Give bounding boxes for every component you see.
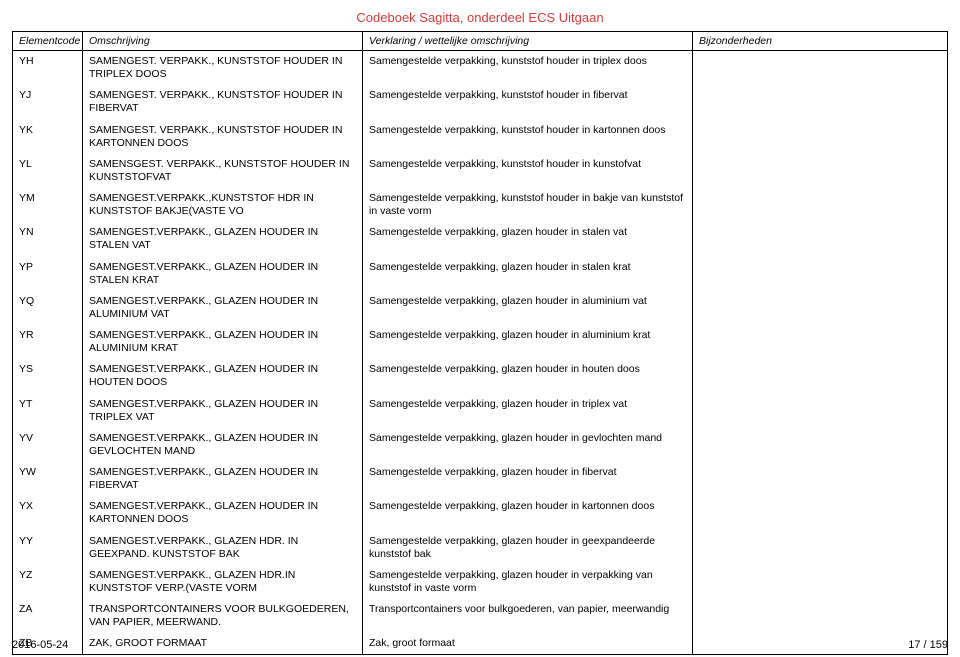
page-footer: 2016-05-24 17 / 159 — [12, 639, 948, 651]
cell-omschrijving: SAMENGEST.VERPAKK., GLAZEN HOUDER IN ALU… — [83, 291, 363, 325]
cell-elementcode: YW — [13, 462, 83, 496]
cell-bijzonderheden — [693, 359, 948, 393]
cell-elementcode: YX — [13, 496, 83, 530]
cell-elementcode: YV — [13, 428, 83, 462]
page: Codeboek Sagitta, onderdeel ECS Uitgaan … — [0, 0, 960, 657]
cell-bijzonderheden — [693, 85, 948, 119]
cell-omschrijving: SAMENGEST.VERPAKK., GLAZEN HDR. IN GEEXP… — [83, 531, 363, 565]
cell-omschrijving: SAMENGEST. VERPAKK., KUNSTSTOF HOUDER IN… — [83, 85, 363, 119]
cell-elementcode: YN — [13, 222, 83, 256]
document-title: Codeboek Sagitta, onderdeel ECS Uitgaan — [12, 10, 948, 25]
cell-omschrijving: SAMENGEST.VERPAKK., GLAZEN HOUDER IN STA… — [83, 257, 363, 291]
cell-omschrijving: TRANSPORTCONTAINERS VOOR BULKGOEDEREN, V… — [83, 599, 363, 633]
col-header-bijzonderheden: Bijzonderheden — [693, 32, 948, 51]
table-row: YNSAMENGEST.VERPAKK., GLAZEN HOUDER IN S… — [13, 222, 948, 256]
table-row: YSSAMENGEST.VERPAKK., GLAZEN HOUDER IN H… — [13, 359, 948, 393]
footer-page: 17 / 159 — [908, 639, 948, 651]
cell-verklaring: Samengestelde verpakking, glazen houder … — [363, 359, 693, 393]
table-row: YMSAMENGEST.VERPAKK.,KUNSTSTOF HDR IN KU… — [13, 188, 948, 222]
cell-bijzonderheden — [693, 154, 948, 188]
cell-bijzonderheden — [693, 222, 948, 256]
cell-verklaring: Samengestelde verpakking, glazen houder … — [363, 496, 693, 530]
cell-verklaring: Samengestelde verpakking, glazen houder … — [363, 257, 693, 291]
table-row: YLSAMENSGEST. VERPAKK., KUNSTSTOF HOUDER… — [13, 154, 948, 188]
cell-omschrijving: SAMENGEST. VERPAKK., KUNSTSTOF HOUDER IN… — [83, 120, 363, 154]
cell-bijzonderheden — [693, 257, 948, 291]
cell-bijzonderheden — [693, 394, 948, 428]
col-header-omschrijving: Omschrijving — [83, 32, 363, 51]
cell-elementcode: YM — [13, 188, 83, 222]
cell-bijzonderheden — [693, 565, 948, 599]
cell-elementcode: YR — [13, 325, 83, 359]
cell-bijzonderheden — [693, 428, 948, 462]
cell-verklaring: Samengestelde verpakking, glazen houder … — [363, 565, 693, 599]
cell-bijzonderheden — [693, 188, 948, 222]
col-header-verklaring: Verklaring / wettelijke omschrijving — [363, 32, 693, 51]
cell-elementcode: YT — [13, 394, 83, 428]
cell-verklaring: Samengestelde verpakking, kunststof houd… — [363, 51, 693, 86]
cell-bijzonderheden — [693, 291, 948, 325]
cell-bijzonderheden — [693, 120, 948, 154]
cell-verklaring: Samengestelde verpakking, glazen houder … — [363, 291, 693, 325]
table-row: YQSAMENGEST.VERPAKK., GLAZEN HOUDER IN A… — [13, 291, 948, 325]
table-row: YWSAMENGEST.VERPAKK., GLAZEN HOUDER IN F… — [13, 462, 948, 496]
cell-bijzonderheden — [693, 462, 948, 496]
table-row: YXSAMENGEST.VERPAKK., GLAZEN HOUDER IN K… — [13, 496, 948, 530]
table-row: YYSAMENGEST.VERPAKK., GLAZEN HDR. IN GEE… — [13, 531, 948, 565]
cell-omschrijving: SAMENGEST.VERPAKK., GLAZEN HOUDER IN GEV… — [83, 428, 363, 462]
cell-verklaring: Samengestelde verpakking, kunststof houd… — [363, 188, 693, 222]
cell-bijzonderheden — [693, 325, 948, 359]
table-row: YJSAMENGEST. VERPAKK., KUNSTSTOF HOUDER … — [13, 85, 948, 119]
col-header-elementcode: Elementcode — [13, 32, 83, 51]
cell-bijzonderheden — [693, 51, 948, 86]
table-row: YPSAMENGEST.VERPAKK., GLAZEN HOUDER IN S… — [13, 257, 948, 291]
cell-omschrijving: SAMENGEST.VERPAKK., GLAZEN HOUDER IN ALU… — [83, 325, 363, 359]
footer-date: 2016-05-24 — [12, 639, 68, 651]
cell-verklaring: Samengestelde verpakking, kunststof houd… — [363, 85, 693, 119]
table-row: YTSAMENGEST.VERPAKK., GLAZEN HOUDER IN T… — [13, 394, 948, 428]
cell-verklaring: Samengestelde verpakking, glazen houder … — [363, 462, 693, 496]
cell-omschrijving: SAMENGEST.VERPAKK., GLAZEN HDR.IN KUNSTS… — [83, 565, 363, 599]
cell-omschrijving: SAMENGEST.VERPAKK., GLAZEN HOUDER IN FIB… — [83, 462, 363, 496]
cell-verklaring: Samengestelde verpakking, kunststof houd… — [363, 154, 693, 188]
cell-bijzonderheden — [693, 531, 948, 565]
cell-elementcode: YY — [13, 531, 83, 565]
cell-bijzonderheden — [693, 599, 948, 633]
cell-omschrijving: SAMENGEST. VERPAKK., KUNSTSTOF HOUDER IN… — [83, 51, 363, 86]
cell-omschrijving: SAMENGEST.VERPAKK., GLAZEN HOUDER IN TRI… — [83, 394, 363, 428]
code-table: Elementcode Omschrijving Verklaring / we… — [12, 31, 948, 655]
cell-elementcode: YZ — [13, 565, 83, 599]
cell-verklaring: Samengestelde verpakking, glazen houder … — [363, 325, 693, 359]
cell-bijzonderheden — [693, 496, 948, 530]
cell-elementcode: YP — [13, 257, 83, 291]
cell-verklaring: Samengestelde verpakking, glazen houder … — [363, 394, 693, 428]
cell-omschrijving: SAMENGEST.VERPAKK., GLAZEN HOUDER IN KAR… — [83, 496, 363, 530]
table-row: YVSAMENGEST.VERPAKK., GLAZEN HOUDER IN G… — [13, 428, 948, 462]
cell-omschrijving: SAMENGEST.VERPAKK., GLAZEN HOUDER IN STA… — [83, 222, 363, 256]
cell-verklaring: Samengestelde verpakking, glazen houder … — [363, 222, 693, 256]
cell-verklaring: Samengestelde verpakking, kunststof houd… — [363, 120, 693, 154]
cell-elementcode: ZA — [13, 599, 83, 633]
cell-omschrijving: SAMENGEST.VERPAKK., GLAZEN HOUDER IN HOU… — [83, 359, 363, 393]
cell-verklaring: Transportcontainers voor bulkgoederen, v… — [363, 599, 693, 633]
table-row: ZATRANSPORTCONTAINERS VOOR BULKGOEDEREN,… — [13, 599, 948, 633]
cell-elementcode: YQ — [13, 291, 83, 325]
cell-elementcode: YK — [13, 120, 83, 154]
cell-elementcode: YS — [13, 359, 83, 393]
cell-elementcode: YL — [13, 154, 83, 188]
table-row: YKSAMENGEST. VERPAKK., KUNSTSTOF HOUDER … — [13, 120, 948, 154]
table-header-row: Elementcode Omschrijving Verklaring / we… — [13, 32, 948, 51]
cell-elementcode: YJ — [13, 85, 83, 119]
table-row: YZSAMENGEST.VERPAKK., GLAZEN HDR.IN KUNS… — [13, 565, 948, 599]
table-row: YRSAMENGEST.VERPAKK., GLAZEN HOUDER IN A… — [13, 325, 948, 359]
cell-omschrijving: SAMENSGEST. VERPAKK., KUNSTSTOF HOUDER I… — [83, 154, 363, 188]
cell-verklaring: Samengestelde verpakking, glazen houder … — [363, 428, 693, 462]
table-row: YHSAMENGEST. VERPAKK., KUNSTSTOF HOUDER … — [13, 51, 948, 86]
cell-elementcode: YH — [13, 51, 83, 86]
cell-verklaring: Samengestelde verpakking, glazen houder … — [363, 531, 693, 565]
cell-omschrijving: SAMENGEST.VERPAKK.,KUNSTSTOF HDR IN KUNS… — [83, 188, 363, 222]
